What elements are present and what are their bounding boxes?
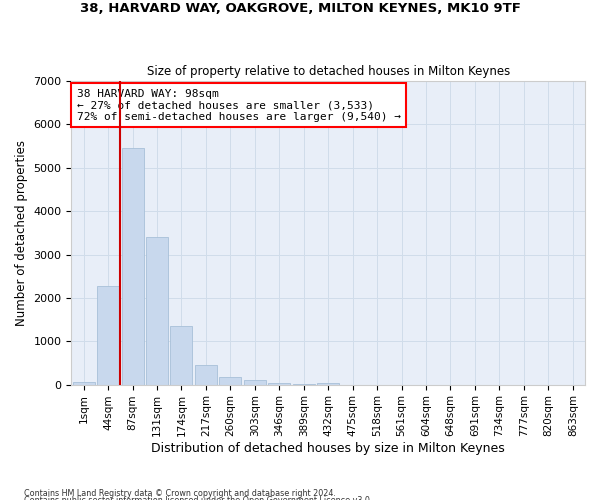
X-axis label: Distribution of detached houses by size in Milton Keynes: Distribution of detached houses by size … [151,442,505,455]
Bar [195,365,217,384]
Bar [146,237,168,384]
Bar [220,377,241,384]
Text: 38 HARVARD WAY: 98sqm
← 27% of detached houses are smaller (3,533)
72% of semi-d: 38 HARVARD WAY: 98sqm ← 27% of detached … [77,88,401,122]
Bar [97,286,119,384]
Text: 38, HARVARD WAY, OAKGROVE, MILTON KEYNES, MK10 9TF: 38, HARVARD WAY, OAKGROVE, MILTON KEYNES… [80,2,520,16]
Text: Contains public sector information licensed under the Open Government Licence v3: Contains public sector information licen… [24,496,373,500]
Bar [73,382,95,384]
Bar [122,148,143,384]
Y-axis label: Number of detached properties: Number of detached properties [15,140,28,326]
Bar [244,380,266,384]
Text: Contains HM Land Registry data © Crown copyright and database right 2024.: Contains HM Land Registry data © Crown c… [24,488,336,498]
Title: Size of property relative to detached houses in Milton Keynes: Size of property relative to detached ho… [146,66,510,78]
Bar [170,326,193,384]
